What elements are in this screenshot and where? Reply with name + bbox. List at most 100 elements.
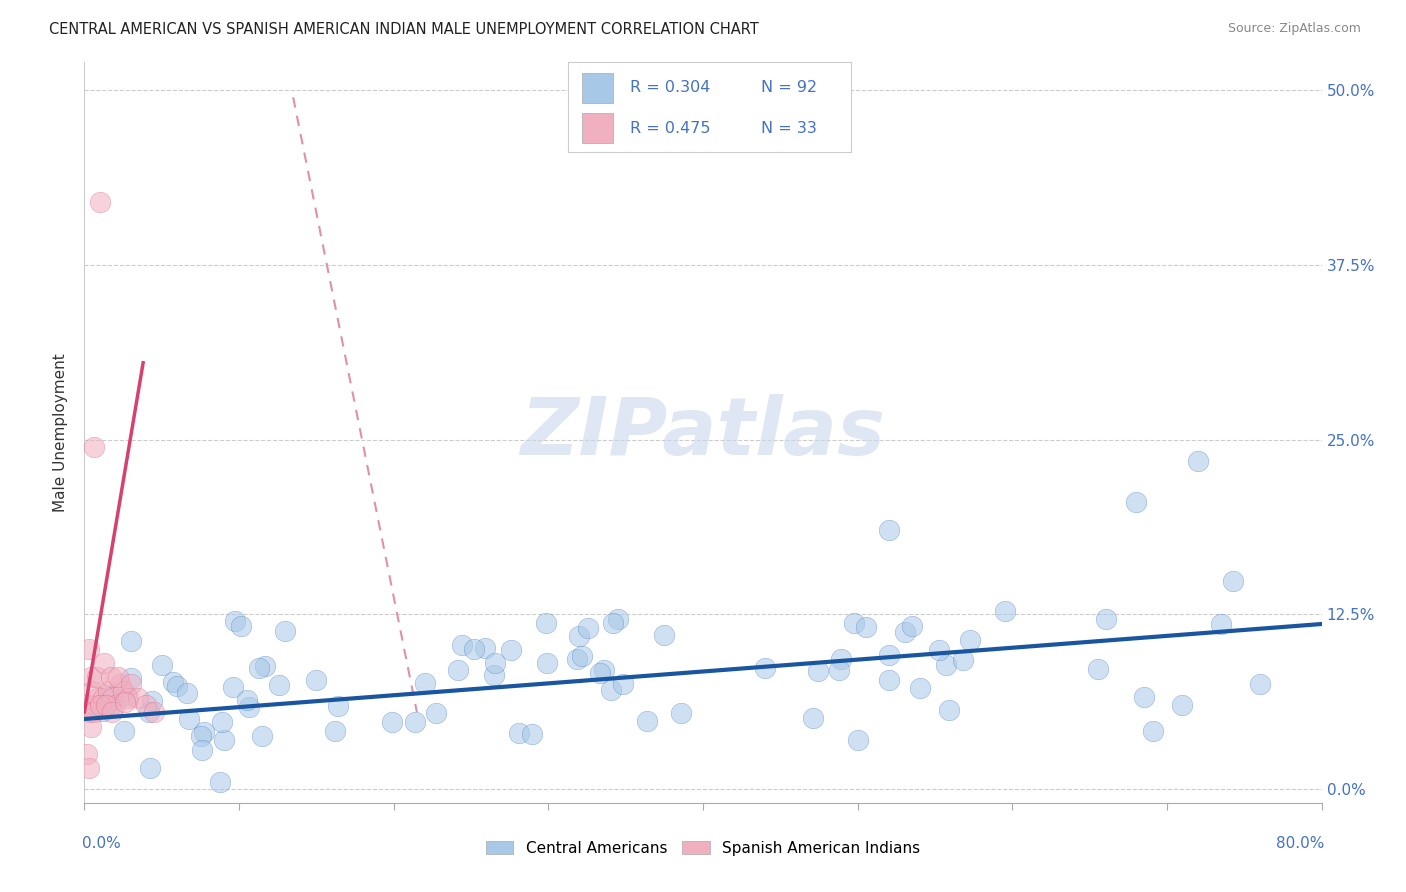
Point	[935, 657, 957, 672]
Y-axis label: Male Unemployment: Male Unemployment	[53, 353, 69, 512]
Point	[1209, 617, 1232, 632]
Point	[236, 692, 259, 706]
Point	[593, 663, 616, 677]
Text: Source: ZipAtlas.com: Source: ZipAtlas.com	[1227, 22, 1361, 36]
Point	[222, 681, 245, 695]
Point	[1125, 495, 1147, 509]
Point	[120, 671, 142, 685]
Point	[959, 633, 981, 648]
Point	[79, 670, 101, 684]
Point	[143, 705, 166, 719]
Point	[600, 682, 623, 697]
Point	[671, 706, 693, 720]
Point	[952, 653, 974, 667]
Point	[177, 711, 200, 725]
Point	[91, 691, 114, 706]
Point	[176, 686, 198, 700]
Point	[76, 698, 98, 712]
Point	[1133, 690, 1156, 704]
Point	[247, 661, 270, 675]
Text: R = 0.304: R = 0.304	[630, 80, 710, 95]
Point	[79, 720, 101, 734]
Point	[82, 684, 104, 698]
Point	[190, 729, 212, 743]
Point	[83, 705, 105, 719]
Text: ZIPatlas: ZIPatlas	[520, 393, 886, 472]
Point	[612, 677, 634, 691]
Point	[828, 663, 851, 677]
Point	[994, 604, 1017, 618]
Point	[104, 698, 127, 712]
Point	[323, 723, 346, 738]
Point	[908, 681, 931, 695]
Point	[209, 775, 232, 789]
Point	[86, 670, 108, 684]
Point	[89, 698, 111, 712]
Point	[1142, 723, 1164, 738]
Point	[636, 714, 658, 728]
Point	[1094, 612, 1116, 626]
Point	[534, 615, 557, 630]
Point	[238, 700, 260, 714]
Point	[150, 658, 173, 673]
Point	[224, 614, 246, 628]
Point	[571, 649, 593, 664]
Point	[830, 652, 852, 666]
Point	[253, 659, 276, 673]
Point	[1087, 662, 1109, 676]
Legend: Central Americans, Spanish American Indians: Central Americans, Spanish American Indi…	[479, 835, 927, 862]
FancyBboxPatch shape	[582, 113, 613, 143]
Text: 0.0%: 0.0%	[82, 836, 121, 851]
Point	[112, 684, 135, 698]
Point	[901, 618, 924, 632]
Point	[120, 677, 142, 691]
Point	[305, 673, 328, 688]
Point	[938, 703, 960, 717]
Point	[652, 628, 675, 642]
Point	[101, 705, 124, 719]
Point	[536, 656, 558, 670]
Point	[274, 624, 297, 639]
Point	[269, 678, 291, 692]
Point	[381, 714, 404, 729]
Point	[606, 612, 628, 626]
Point	[77, 642, 100, 657]
Point	[855, 620, 877, 634]
Point	[877, 673, 900, 687]
Point	[589, 665, 612, 680]
Text: N = 92: N = 92	[761, 80, 817, 95]
Point	[474, 640, 496, 655]
Point	[100, 670, 122, 684]
Point	[894, 625, 917, 640]
Point	[89, 195, 111, 210]
Point	[425, 706, 447, 720]
Point	[93, 656, 115, 670]
Point	[91, 704, 114, 718]
Point	[877, 648, 900, 662]
Point	[96, 684, 118, 698]
Point	[77, 761, 100, 775]
Point	[413, 676, 436, 690]
FancyBboxPatch shape	[582, 73, 613, 103]
Point	[508, 726, 530, 740]
Point	[138, 705, 160, 719]
Point	[501, 642, 523, 657]
Point	[127, 691, 149, 706]
Point	[1171, 698, 1194, 712]
Point	[576, 621, 599, 635]
Point	[83, 440, 105, 454]
Point	[447, 663, 470, 677]
Text: CENTRAL AMERICAN VS SPANISH AMERICAN INDIAN MALE UNEMPLOYMENT CORRELATION CHART: CENTRAL AMERICAN VS SPANISH AMERICAN IND…	[49, 22, 759, 37]
Point	[138, 761, 160, 775]
Point	[87, 691, 110, 706]
Point	[114, 695, 136, 709]
Point	[482, 668, 505, 682]
Point	[928, 643, 950, 657]
Point	[231, 619, 253, 633]
Point	[101, 691, 124, 706]
Point	[754, 661, 776, 675]
Point	[450, 638, 472, 652]
Point	[108, 677, 131, 691]
Point	[190, 743, 212, 757]
Point	[107, 670, 129, 684]
